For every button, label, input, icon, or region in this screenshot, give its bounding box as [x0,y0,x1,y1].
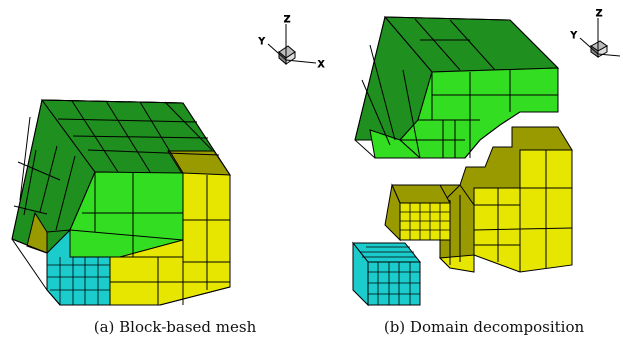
panel-a-front-dark [46,229,72,255]
panel-b-axis-triad [579,18,621,58]
panel-b-y-label: Y [570,31,577,41]
panel-b-small-front [399,202,451,241]
panel-b-small-top [391,184,451,204]
panel-b-green-fragment [354,15,560,159]
caption-domain-decomposition: (b) Domain decomposition [383,318,585,336]
panel-a-z-label: Z [284,15,290,25]
panel-a-block-mesh [11,98,231,306]
panel-b-yellow-lower [438,254,475,273]
panel-a-y-label: Y [258,37,265,47]
panel-b-cyan-front [367,261,421,306]
panel-a-x-label: X [318,60,324,70]
panel-b-cyan-cube [351,241,422,307]
panel-a-axis-triad [267,24,317,66]
panel-b-small-block [384,183,451,242]
panel-b-z-label: Z [596,9,602,19]
caption-block-based-mesh: (a) Block-based mesh [93,318,257,336]
